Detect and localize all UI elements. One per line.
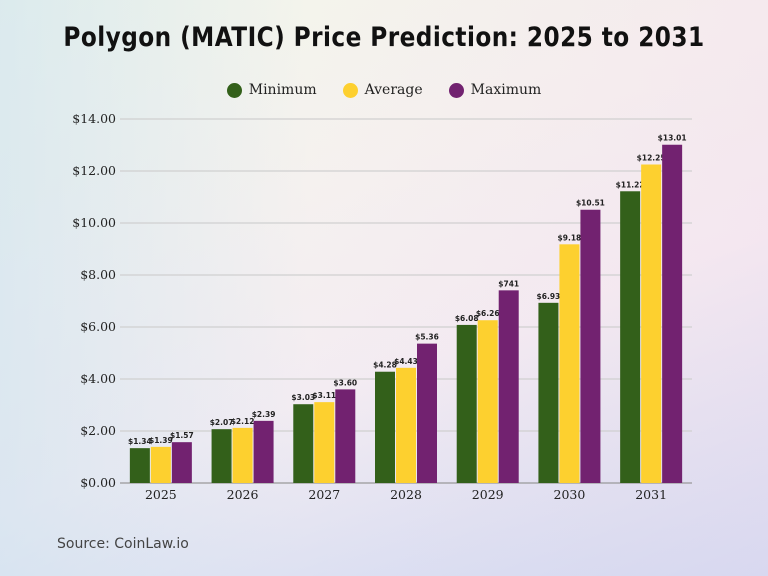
legend-item-average: Average [342,82,423,98]
x-tick-label: 2030 [554,487,586,502]
chart-title: Polygon (MATIC) Price Prediction: 2025 t… [63,22,705,53]
bar-minimum [456,324,477,483]
data-label: $1.57 [170,431,194,440]
y-tick-label: $14.00 [72,111,116,126]
legend-swatch [448,82,464,98]
bar-average [641,164,662,483]
legend-swatch [342,82,358,98]
data-label: $10.51 [576,199,605,208]
source-note: Source: CoinLaw.io [57,536,189,552]
bar-average [396,367,416,483]
data-label: $12.25 [637,154,666,163]
data-label: $2.39 [252,410,276,419]
y-tick-label: $4.00 [80,371,116,386]
data-label: $2.12 [231,417,255,426]
bar-maximum [580,209,601,484]
legend-label: Maximum [470,82,542,98]
bar-minimum [293,404,314,483]
data-label: $1.34 [128,437,152,446]
legend-swatch [226,82,242,98]
y-tick-label: $2.00 [80,423,116,438]
data-label: $4.28 [373,361,397,370]
legend-label: Average [364,82,423,98]
data-label: $9.18 [558,233,582,242]
bar-maximum [662,144,683,484]
bar-average [314,402,335,483]
x-tick-label: 2029 [472,487,504,502]
legend-item-minimum: Minimum [226,82,317,98]
x-tick-label: 2031 [635,487,667,502]
bar-average [477,320,498,483]
y-tick-label: $12.00 [72,163,116,178]
legend-label: Minimum [248,82,317,98]
data-label: $3.60 [333,378,357,387]
bar-average [559,244,580,483]
bar-maximum [498,290,519,483]
data-label: $11.22 [616,180,645,189]
data-label: $6.26 [476,309,500,318]
legend: Minimum Average Maximum [0,82,768,98]
legend-item-maximum: Maximum [448,82,542,98]
bar-average [150,446,171,483]
x-tick-label: 2025 [145,487,177,502]
bar-minimum [538,302,559,483]
y-tick-label: $6.00 [80,319,116,334]
data-label: $3.11 [312,391,336,400]
bar-maximum [417,343,437,483]
bar-maximum [253,420,274,483]
data-label: $3.03 [291,393,315,402]
y-tick-label: $10.00 [72,215,116,230]
bar-minimum [620,191,641,483]
data-label: $6.93 [537,292,561,301]
bar-maximum [171,442,192,483]
data-label: $741 [498,279,519,288]
x-tick-label: 2027 [308,487,340,502]
data-label: $13.01 [658,134,687,143]
data-label: $2.07 [210,418,234,427]
bar-minimum [375,371,395,483]
x-tick-label: 2026 [227,487,259,502]
data-label: $5.36 [415,333,439,342]
bar-minimum [129,448,150,483]
data-label: $4.43 [394,357,418,366]
x-tick-label: 2028 [390,487,422,502]
data-label: $6.08 [455,314,479,323]
bar-minimum [211,429,232,483]
data-label: $1.39 [149,436,173,445]
bar-average [232,427,253,483]
bar-maximum [335,389,356,483]
y-tick-label: $0.00 [80,475,116,490]
y-tick-label: $8.00 [80,267,116,282]
